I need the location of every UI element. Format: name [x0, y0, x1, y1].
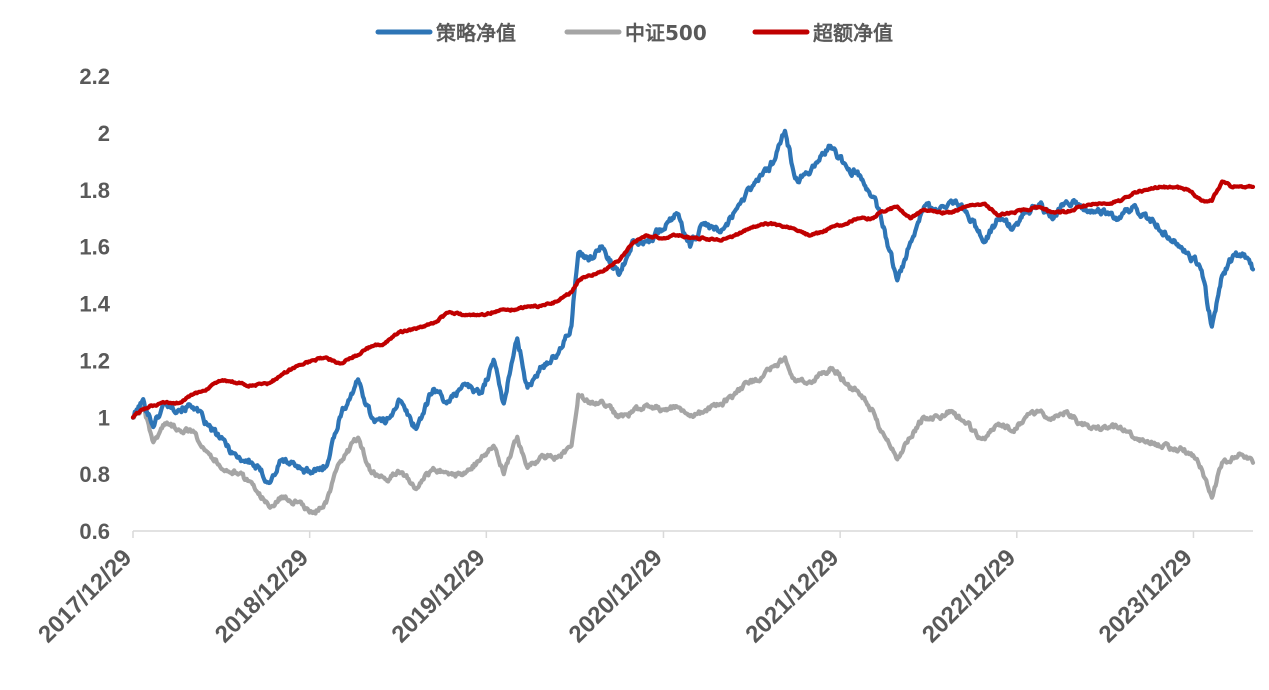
x-tick-label: 2022/12/29 [917, 544, 1021, 648]
legend-label-1: 中证500 [625, 21, 707, 45]
x-tick-label: 2021/12/29 [740, 544, 844, 648]
x-tick-label: 2017/12/29 [33, 544, 137, 648]
y-tick-label: 1.6 [79, 235, 110, 260]
y-tick-label: 2.2 [79, 64, 110, 89]
y-tick-label: 1.4 [79, 292, 110, 317]
x-tick-label: 2019/12/29 [387, 544, 491, 648]
series-line-1 [130, 355, 1256, 516]
x-tick-label: 2018/12/29 [210, 544, 314, 648]
y-tick-label: 0.8 [79, 462, 110, 487]
x-tick-label: 2020/12/29 [564, 544, 668, 648]
series-line-2 [130, 179, 1256, 420]
x-tick-label: 2023/12/29 [1094, 544, 1198, 648]
x-axis: 2017/12/29 2018/12/29 2019/12/29 2020/12/29… [33, 530, 1253, 648]
y-axis: 0.6 0.8 1 1.2 1.4 1.6 1.8 2 2.2 [79, 64, 110, 544]
y-tick-label: 1.2 [79, 348, 110, 373]
legend-label-0: 策略净值 [436, 21, 516, 45]
y-tick-label: 0.6 [79, 519, 110, 544]
series-layer [130, 128, 1256, 516]
y-tick-label: 1.8 [79, 178, 110, 203]
y-tick-label: 2 [98, 121, 110, 146]
y-tick-label: 1 [98, 405, 110, 430]
legend-label-2: 超额净值 [812, 21, 893, 45]
series-line-0 [130, 128, 1256, 486]
legend: 策略净值 中证500 超额净值 [375, 21, 893, 45]
